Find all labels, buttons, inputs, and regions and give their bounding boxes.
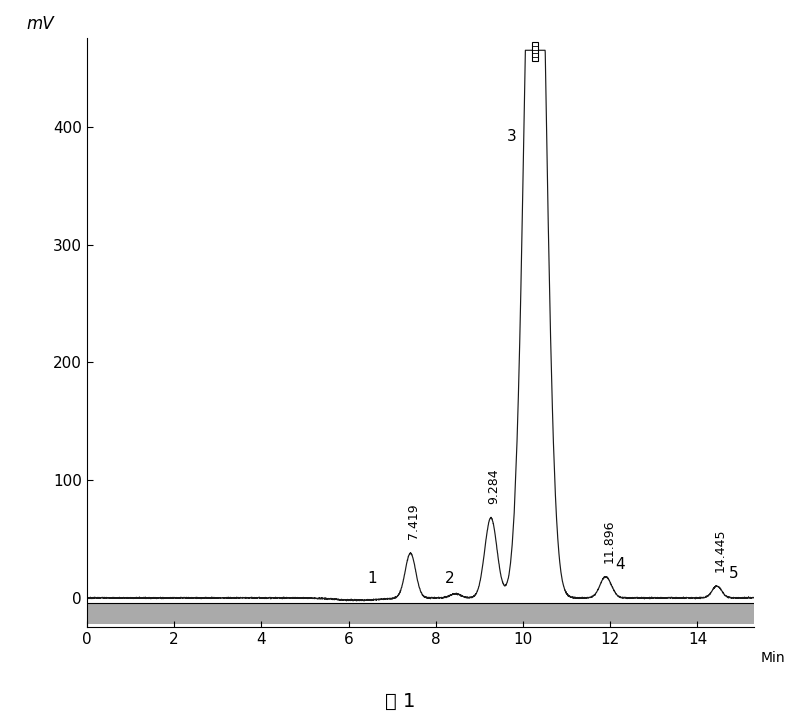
Text: Min: Min	[761, 651, 786, 665]
Text: 4: 4	[615, 557, 625, 572]
Text: 7.419: 7.419	[407, 503, 420, 539]
Text: 3: 3	[507, 129, 517, 144]
Text: 1: 1	[368, 571, 378, 586]
Text: 11.896: 11.896	[602, 519, 615, 563]
Text: 9.284: 9.284	[487, 468, 501, 503]
Text: 5: 5	[729, 566, 738, 581]
Text: mV: mV	[26, 14, 54, 33]
Text: 2: 2	[445, 571, 454, 586]
Text: 14.445: 14.445	[714, 528, 726, 572]
Bar	[532, 42, 538, 61]
Bar	[86, 603, 754, 624]
Text: 图 1: 图 1	[385, 692, 415, 711]
